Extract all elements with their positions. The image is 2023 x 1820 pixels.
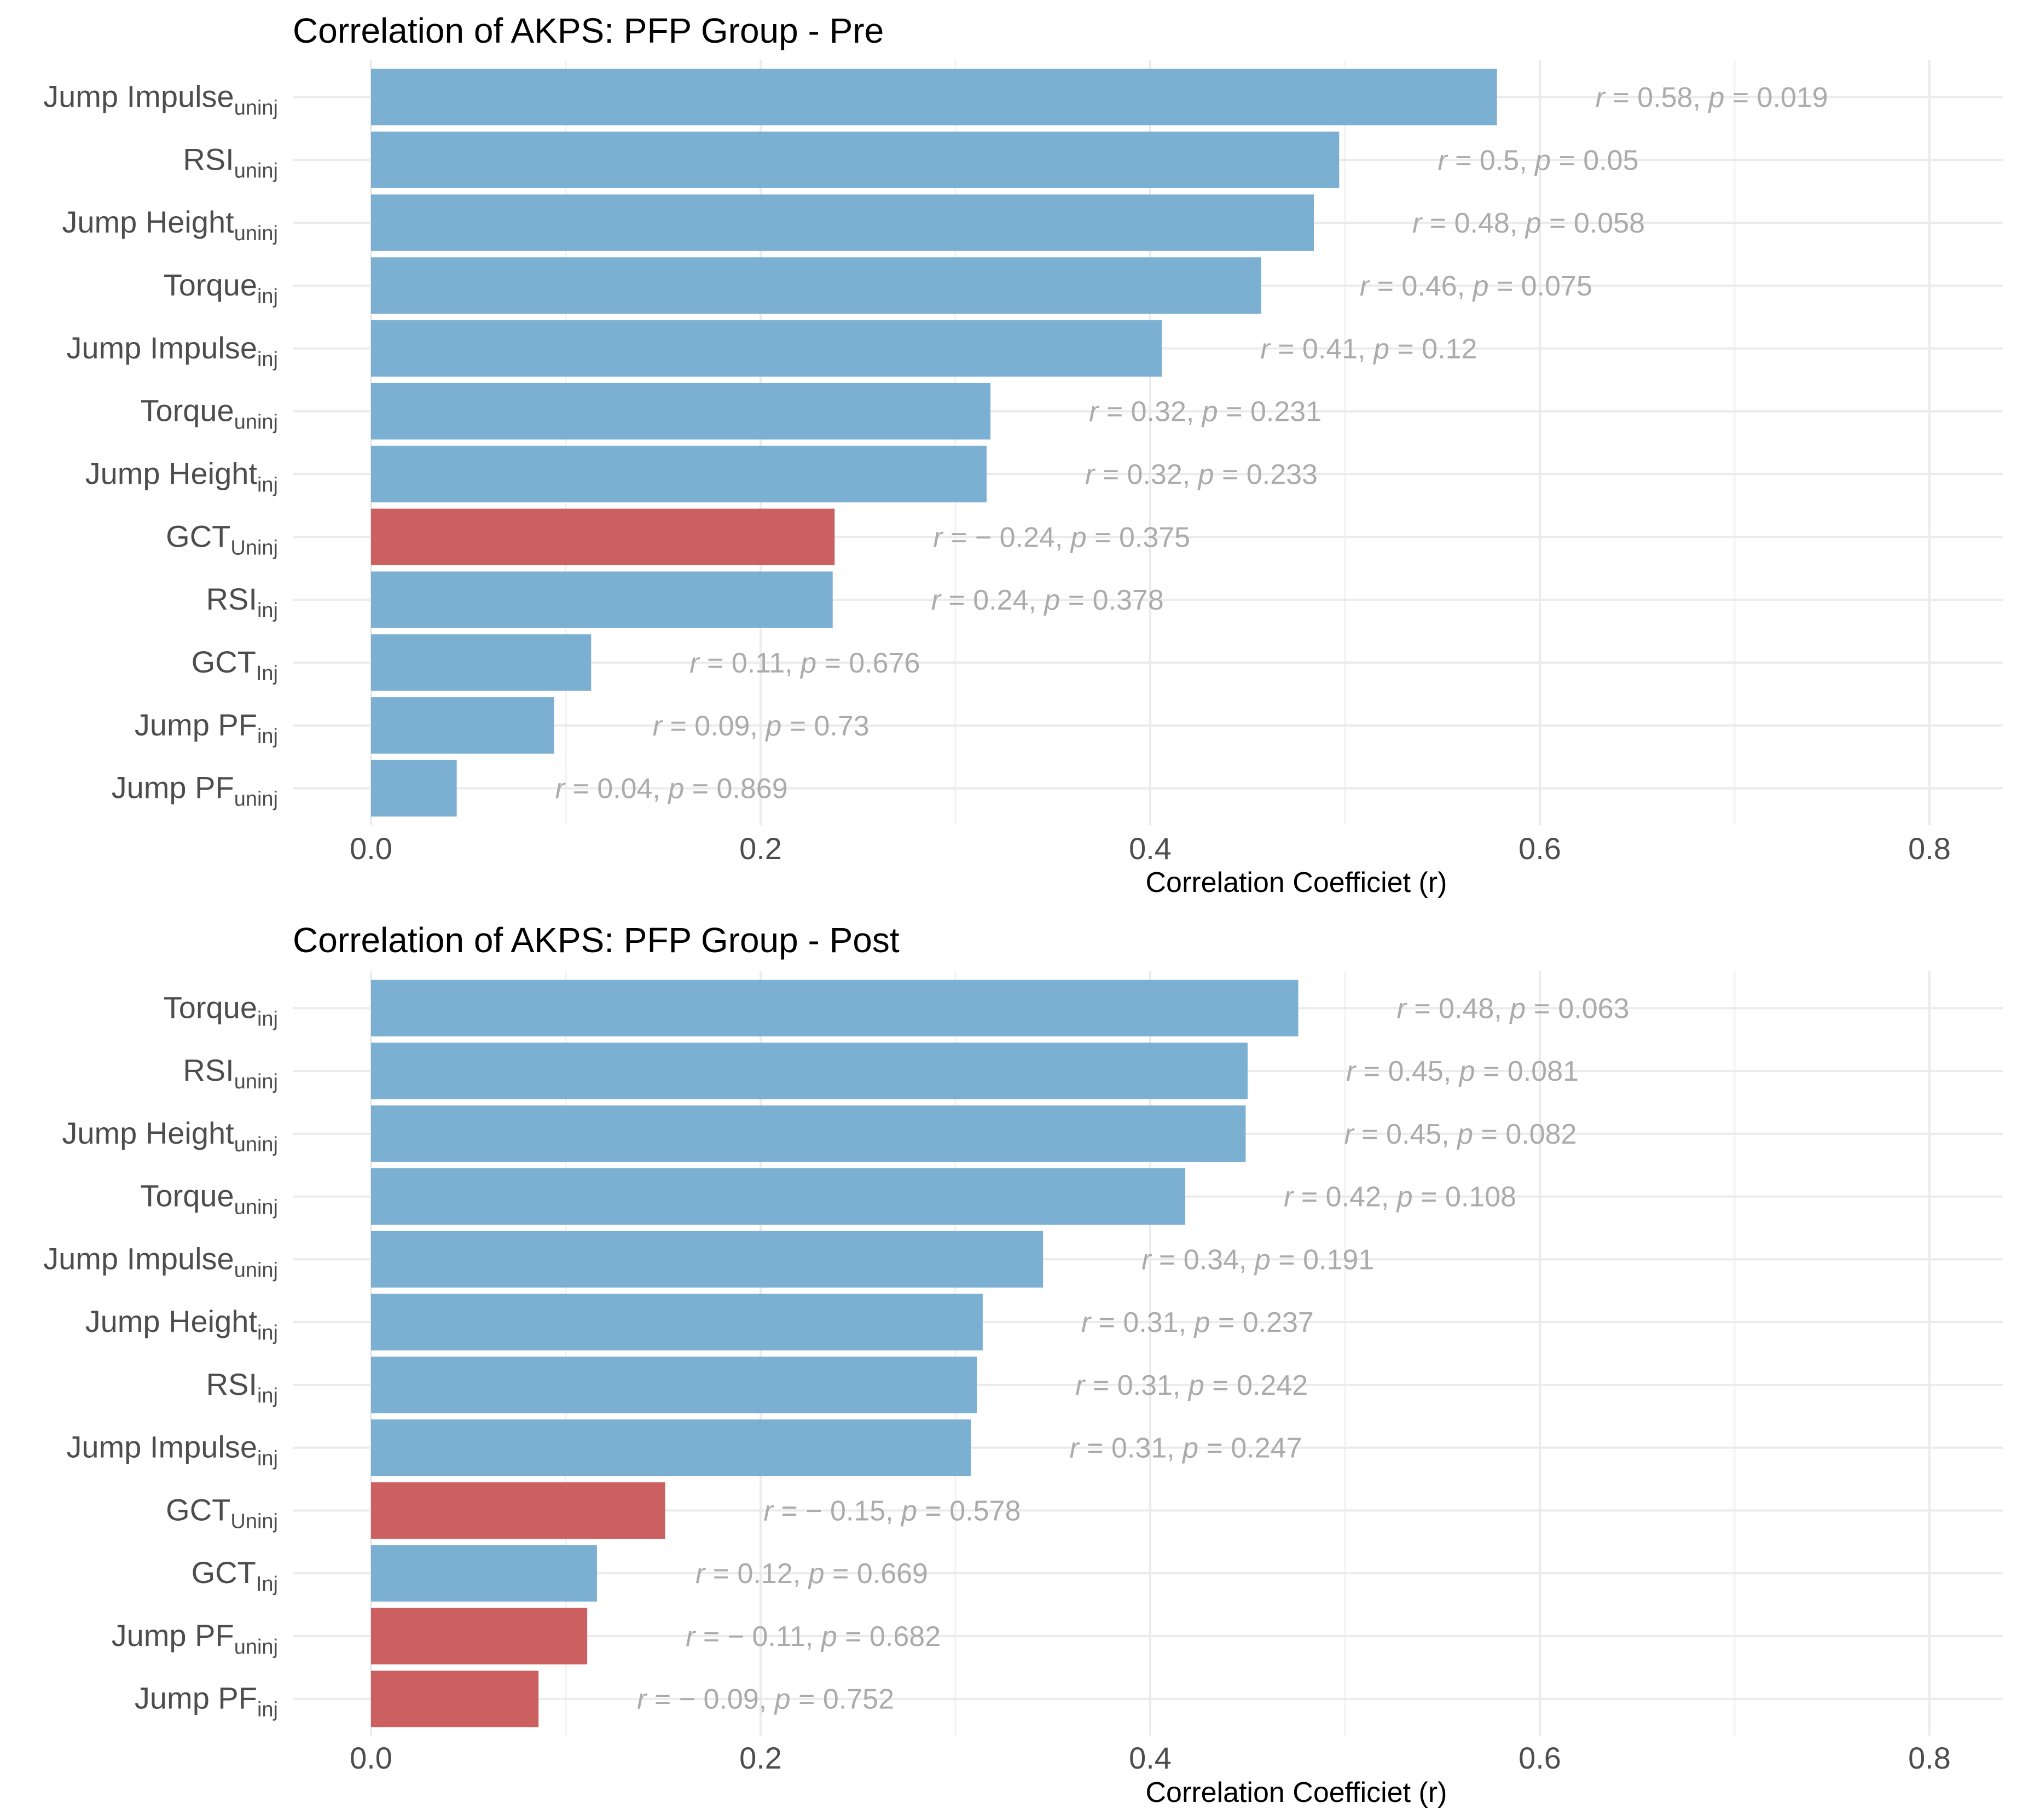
bar [371,257,1261,314]
category-label: GCTUninj [166,519,278,559]
x-tick-label: 0.4 [1129,1741,1172,1775]
category-label: Jump Heightinj [85,456,278,496]
data-label: r = 0.48, p = 0.058 [1412,207,1645,239]
data-label: r = 0.31, p = 0.242 [1075,1370,1308,1401]
x-tick-label: 0.0 [350,1741,392,1775]
bar [371,1231,1044,1288]
data-label: r = − 0.24, p = 0.375 [933,521,1190,553]
bar [371,1545,597,1602]
data-label: r = 0.41, p = 0.12 [1260,333,1477,365]
bar [371,634,592,691]
data-label: r = − 0.11, p = 0.682 [686,1621,941,1653]
chart-title: Correlation of AKPS: PFP Group - Pre [293,11,884,50]
data-label: r = 0.58, p = 0.019 [1596,82,1828,113]
bar [371,1105,1246,1162]
bar [371,382,991,440]
bar [371,194,1314,251]
category-label: Jump Heightinj [85,1304,278,1344]
data-label: r = − 0.09, p = 0.752 [637,1684,894,1715]
category-label: Jump Impulseinj [66,1430,278,1470]
chart-title: Correlation of AKPS: PFP Group - Post [293,920,900,960]
x-axis-label: Correlation Coefficiet (r) [1145,867,1447,899]
bar [371,1482,665,1539]
data-label: r = 0.24, p = 0.378 [931,584,1164,616]
x-tick-label: 0.0 [350,831,392,866]
data-label: r = 0.32, p = 0.231 [1089,396,1321,428]
category-label: Torqueuninj [140,1179,278,1219]
data-label: r = 0.04, p = 0.869 [555,773,788,805]
bar [371,979,1299,1037]
x-tick-label: 0.4 [1129,831,1172,866]
category-label: Jump Impulseinj [66,331,278,371]
category-label: Jump Impulseuninj [43,79,278,119]
data-label: r = 0.42, p = 0.108 [1284,1181,1516,1213]
category-label: Jump Impulseuninj [43,1241,278,1282]
category-label: Torqueuninj [140,393,278,434]
category-label: GCTInj [192,1555,278,1596]
bar [371,1608,588,1665]
chart-panel-2: Correlation of AKPS: PFP Group - Post Tor… [43,920,2003,1809]
data-label: r = 0.45, p = 0.082 [1344,1118,1576,1150]
data-label: r = 0.5, p = 0.05 [1437,144,1638,176]
category-label: GCTInj [192,645,278,685]
data-label: r = 0.34, p = 0.191 [1141,1244,1374,1276]
bar [371,445,987,503]
bar [371,320,1162,377]
x-tick-label: 0.6 [1518,1741,1561,1775]
data-label: r = 0.45, p = 0.081 [1346,1056,1579,1087]
data-label: r = 0.12, p = 0.669 [695,1558,928,1590]
category-label: RSIuninj [183,142,278,182]
data-label: r = 0.48, p = 0.063 [1397,993,1630,1024]
x-axis-label: Correlation Coefficiet (r) [1145,1777,1447,1809]
category-label: RSIinj [206,1367,278,1407]
bar [371,1670,539,1728]
category-label: Torqueinj [164,990,278,1030]
data-label: r = 0.11, p = 0.676 [689,647,920,679]
category-label: Jump Heightuninj [62,205,278,245]
x-tick-label: 0.6 [1518,831,1561,866]
bar [371,760,457,817]
data-label: r = 0.31, p = 0.237 [1081,1307,1314,1338]
bar [371,571,833,628]
category-label: GCTUninj [166,1492,278,1533]
data-label: r = − 0.15, p = 0.578 [764,1495,1021,1527]
category-label: Jump PFuninj [112,770,278,811]
data-label: r = 0.31, p = 0.247 [1069,1433,1302,1464]
bar [371,697,554,754]
category-label: RSIinj [206,582,278,622]
x-tick-label: 0.2 [739,831,782,866]
bar [371,68,1497,126]
chart-panel-1: Correlation of AKPS: PFP Group - Pre Jump… [43,11,2003,899]
category-label: Jump PFuninj [112,1618,278,1659]
category-label: Jump Heightuninj [62,1116,278,1156]
x-tick-label: 0.8 [1908,1741,1951,1775]
bar [371,508,835,565]
category-label: Jump PFinj [135,1681,278,1722]
bar [371,1357,977,1413]
category-label: RSIuninj [183,1053,278,1093]
bar [371,131,1340,188]
bar [371,1042,1248,1099]
data-label: r = 0.09, p = 0.73 [653,710,870,742]
data-label: r = 0.46, p = 0.075 [1360,270,1592,302]
bar [371,1419,971,1476]
x-tick-label: 0.2 [739,1741,782,1775]
bar [371,1168,1186,1225]
bar [371,1294,983,1350]
category-label: Jump PFinj [135,708,278,748]
data-label: r = 0.32, p = 0.233 [1085,459,1318,490]
category-label: Torqueinj [164,268,278,308]
x-tick-label: 0.8 [1908,831,1951,866]
